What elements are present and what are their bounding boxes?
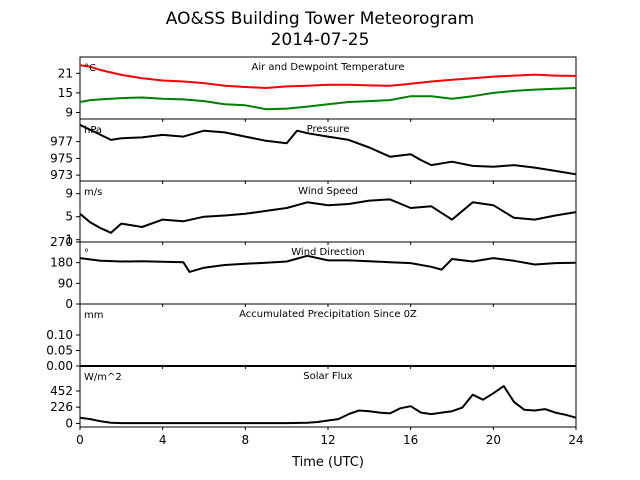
y-tick-label: 180 — [50, 256, 73, 270]
panel-6: 0 226 452 W/m^2 Solar Flux — [50, 365, 577, 430]
x-tick-label: 20 — [486, 433, 501, 447]
y-tick-label: 9 — [65, 187, 73, 201]
y-tick-label: 0 — [65, 297, 73, 311]
chart-title: AO&SS Building Tower Meteorogram — [166, 9, 474, 29]
y-tick-label: 0.10 — [46, 328, 73, 342]
y-tick-label: 0.05 — [46, 344, 73, 358]
y-tick-label: 226 — [50, 400, 73, 414]
panel-title: Pressure — [307, 124, 350, 135]
y-tick-label: 21 — [58, 66, 73, 80]
chart-subtitle: 2014-07-25 — [271, 30, 370, 50]
x-axis-label: Time (UTC) — [291, 455, 364, 470]
y-tick-label: 977 — [50, 135, 73, 149]
panel-5: 0.000.05 0.10 mm Accumulated Precipitation … — [46, 303, 577, 373]
panel-title: Wind Speed — [298, 186, 358, 197]
panel-unit-label: W/m^2 — [84, 372, 122, 383]
series-line-1 — [79, 124, 577, 176]
x-tick-label: 4 — [159, 433, 167, 447]
y-tick-label: 973 — [50, 168, 73, 182]
panel-unit-label: °C — [84, 63, 96, 74]
panel-unit-label: hPa — [84, 125, 102, 136]
y-tick-label: 975 — [50, 151, 73, 165]
y-tick-label: 270 — [50, 235, 73, 249]
series-line-2 — [79, 87, 577, 111]
panel-4: 0 90 180 270 ° Wind Direction — [50, 235, 577, 311]
x-tick-label: 8 — [242, 433, 250, 447]
panel-title: Wind Direction — [291, 247, 365, 258]
panel-unit-label: mm — [84, 310, 103, 321]
y-tick-label: 0.00 — [46, 359, 73, 373]
series-line-1 — [79, 198, 577, 234]
x-tick-label: 24 — [568, 433, 583, 447]
y-tick-label: 5 — [65, 210, 73, 224]
panel-title: Solar Flux — [303, 371, 353, 382]
panel-title: Accumulated Precipitation Since 0Z — [239, 309, 417, 320]
y-tick-label: 90 — [58, 276, 73, 290]
series-line-1 — [79, 64, 577, 89]
y-tick-label: 0 — [65, 416, 73, 430]
panel-unit-label: ° — [84, 248, 89, 259]
y-tick-label: 9 — [65, 105, 73, 119]
panel-unit-label: m/s — [84, 187, 102, 198]
x-tick-label: 16 — [403, 433, 418, 447]
y-tick-label: 15 — [58, 86, 73, 100]
panel-3: 1 5 9 m/s Wind Speed — [65, 180, 577, 247]
y-tick-label: 1 — [65, 233, 73, 247]
panel-title: Air and Dewpoint Temperature — [252, 62, 405, 73]
panel-2: 973 975 977 hPa Pressure — [50, 118, 577, 184]
series-line-1 — [79, 385, 577, 425]
x-tick-label: 0 — [76, 433, 84, 447]
x-tick-label: 12 — [320, 433, 335, 447]
panel-1: 9 15 21 °C Air and Dewpoint Temperature — [58, 56, 577, 122]
y-tick-label: 452 — [50, 384, 73, 398]
series-line-1 — [79, 254, 577, 273]
